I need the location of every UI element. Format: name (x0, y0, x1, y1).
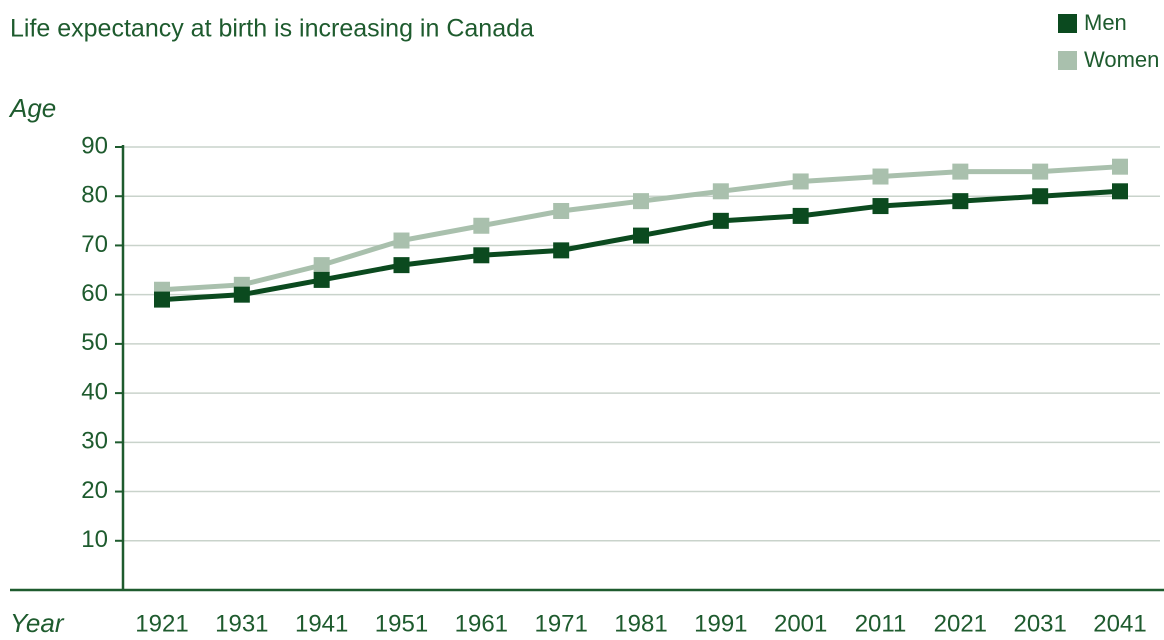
legend-label: Men (1084, 10, 1127, 35)
marker (1032, 163, 1049, 180)
x-tick-label: 1981 (614, 610, 667, 637)
x-tick-label: 2001 (774, 610, 827, 637)
marker (233, 286, 250, 303)
y-axis-label: Age (8, 93, 56, 123)
marker (952, 193, 969, 210)
marker (393, 257, 410, 274)
marker (154, 291, 170, 308)
legend-swatch (1058, 51, 1077, 70)
marker (393, 232, 410, 249)
x-tick-label: 1921 (135, 610, 188, 637)
x-tick-label: 1941 (295, 610, 348, 637)
marker (473, 217, 490, 234)
x-tick-label: 1951 (375, 610, 428, 637)
y-tick-label: 20 (81, 477, 108, 504)
x-tick-label: 2021 (934, 610, 987, 637)
marker (313, 271, 330, 288)
x-tick-label: 2031 (1013, 610, 1066, 637)
legend-label: Women (1084, 47, 1159, 72)
y-tick-label: 50 (81, 329, 108, 356)
marker (473, 247, 490, 264)
marker (872, 198, 889, 215)
marker (1032, 188, 1049, 205)
x-tick-label: 1991 (694, 610, 747, 637)
x-tick-label: 2011 (855, 610, 907, 637)
x-tick-label: 1971 (534, 610, 587, 637)
marker (1112, 183, 1128, 200)
marker (712, 183, 729, 200)
y-tick-label: 70 (81, 231, 108, 258)
marker (553, 242, 570, 259)
y-tick-label: 80 (81, 182, 108, 209)
y-tick-label: 30 (81, 428, 108, 455)
y-tick-label: 90 (81, 132, 108, 159)
marker (313, 257, 330, 274)
x-tick-label: 1931 (215, 610, 268, 637)
y-tick-label: 60 (81, 280, 108, 307)
y-tick-label: 10 (81, 526, 108, 553)
marker (1112, 158, 1128, 175)
chart-title: Life expectancy at birth is increasing i… (10, 15, 534, 43)
x-axis-label: Year (10, 608, 65, 638)
marker (792, 207, 809, 224)
x-tick-label: 2041 (1093, 610, 1146, 637)
marker (553, 202, 570, 219)
marker (872, 168, 889, 185)
legend-swatch (1058, 14, 1077, 33)
y-tick-label: 40 (81, 378, 108, 405)
marker (712, 212, 729, 229)
marker (952, 163, 969, 180)
x-tick-label: 1961 (455, 610, 508, 637)
marker (633, 227, 649, 244)
marker (633, 193, 649, 210)
marker (792, 173, 809, 190)
